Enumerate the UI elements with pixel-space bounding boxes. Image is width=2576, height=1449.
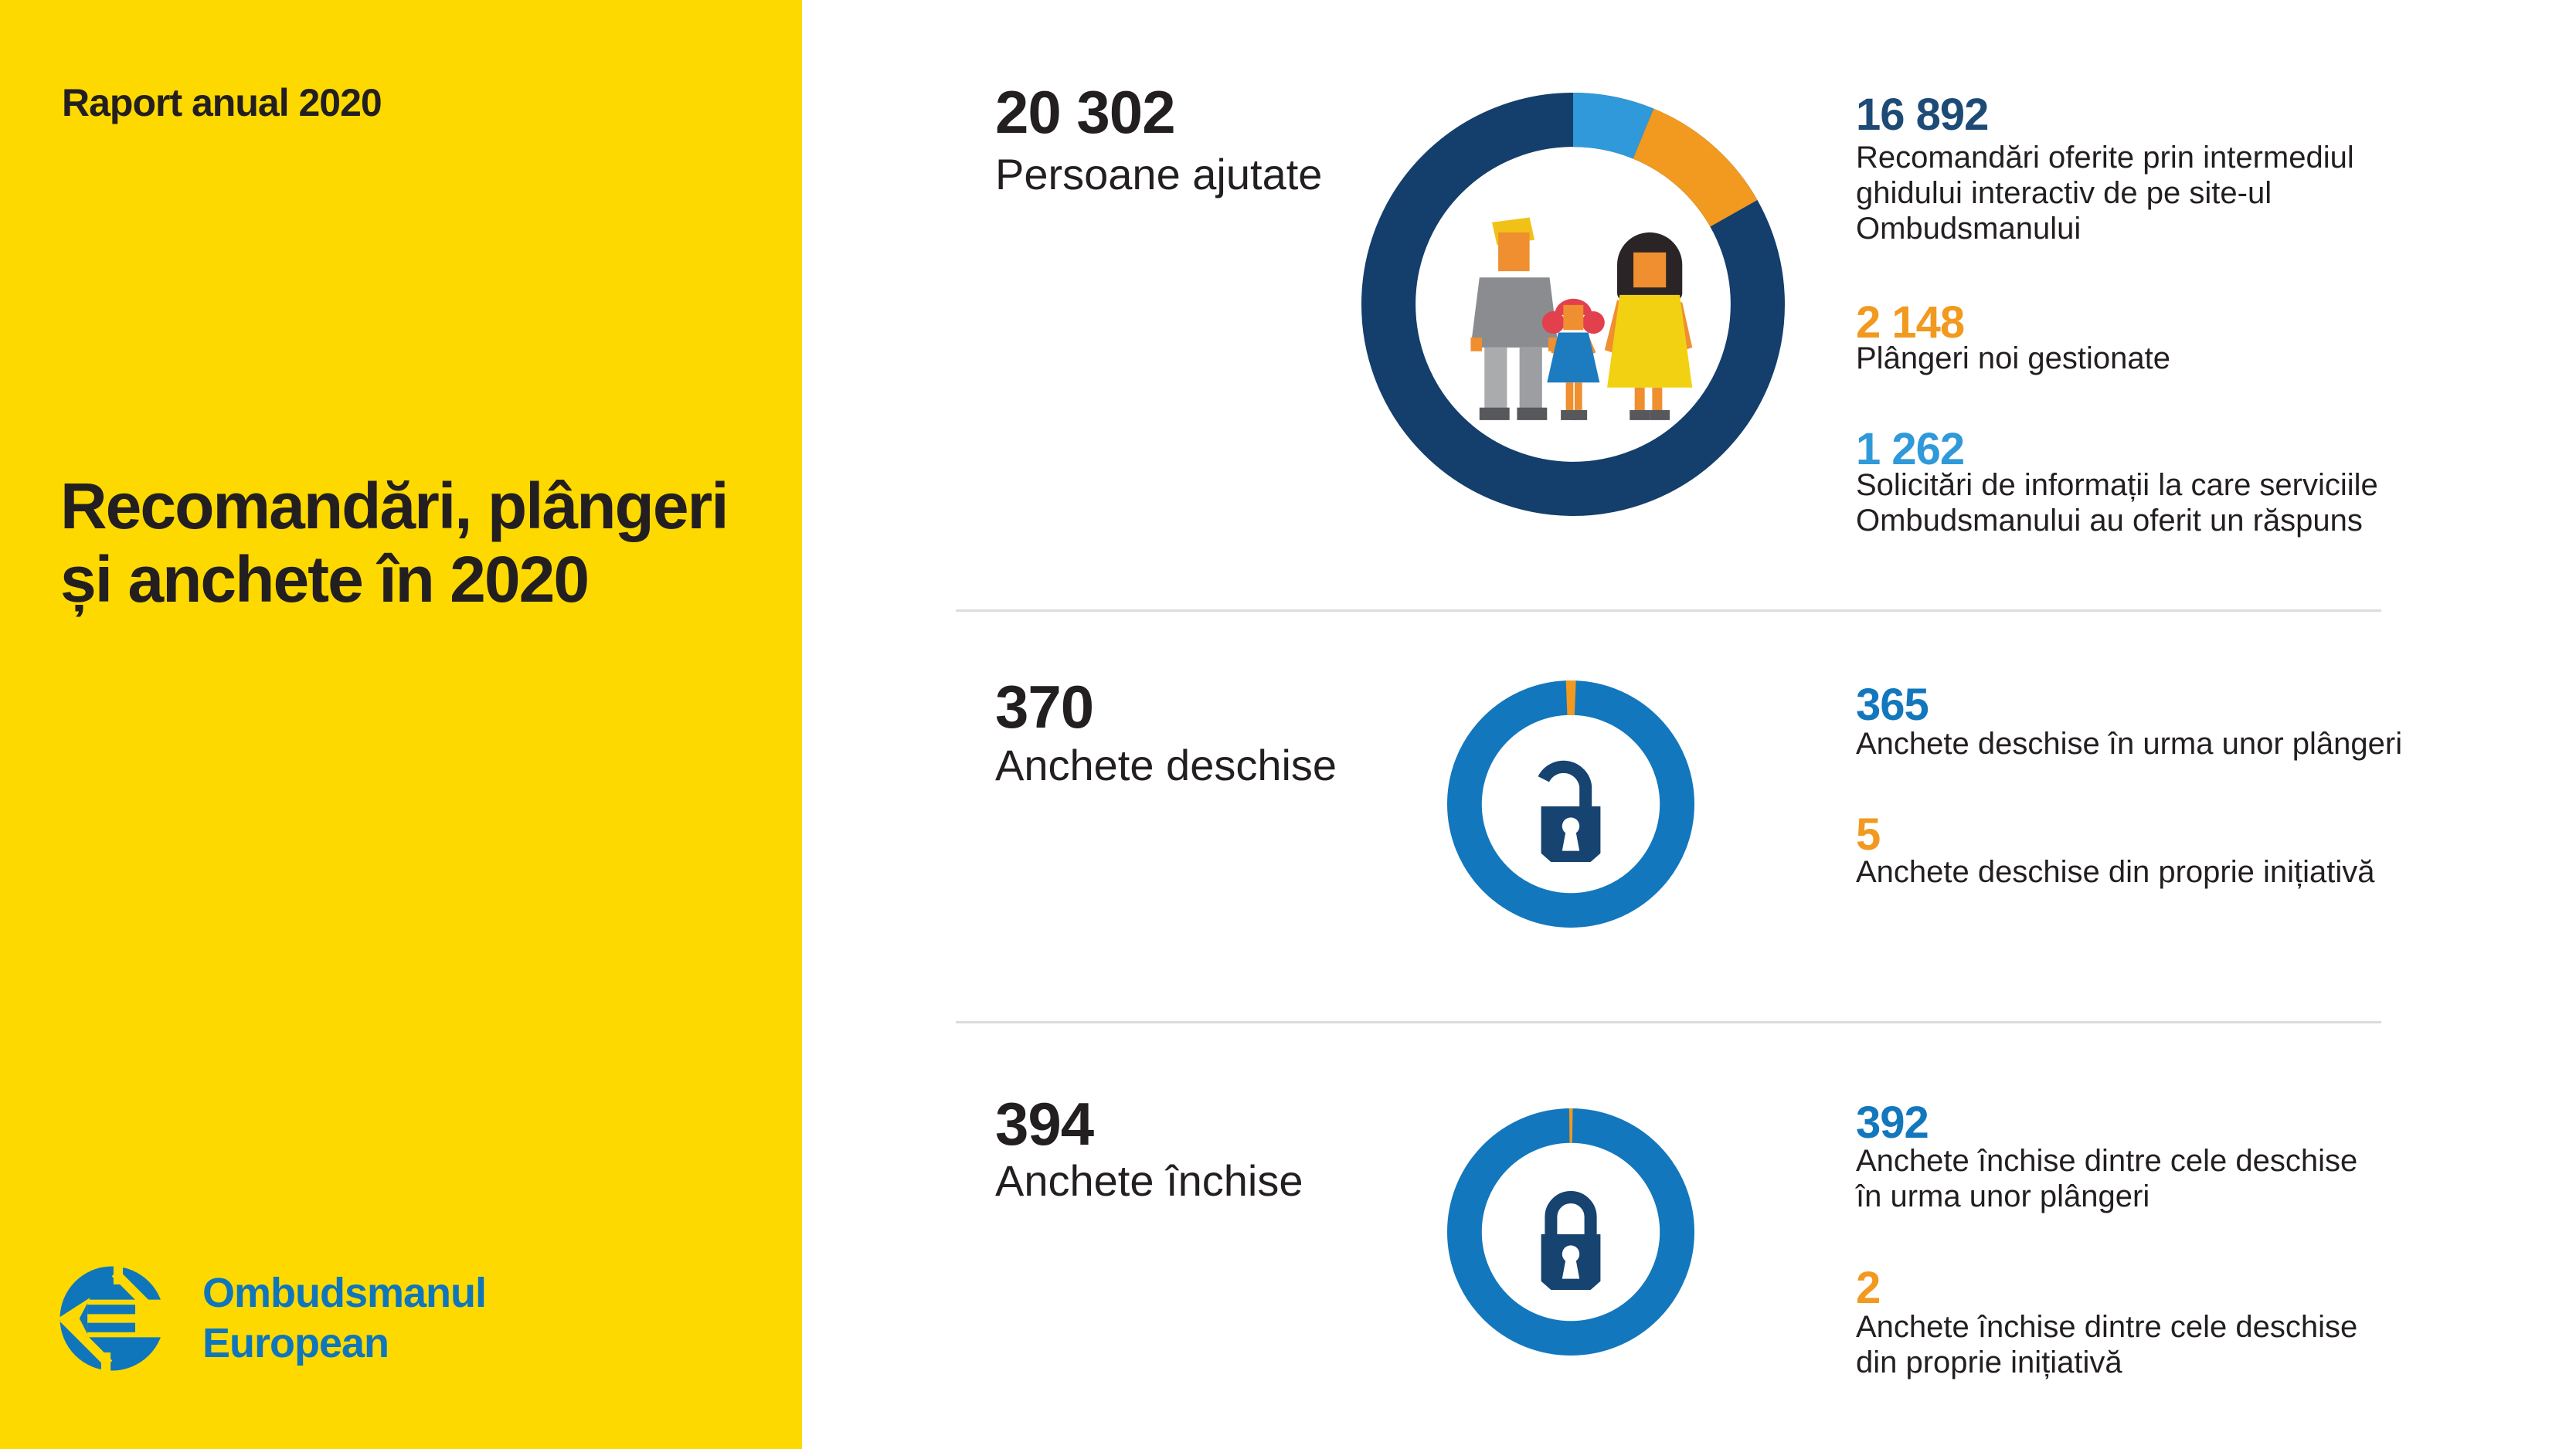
stat-solicitari-number: 1 262 <box>1856 424 1965 474</box>
section-anchete-inchise-number: 394 <box>995 1090 1094 1158</box>
section-anchete-deschise-number: 370 <box>995 673 1094 741</box>
open-inquiries-ring-chart <box>1447 680 1694 928</box>
stat-recomandari-description: Recomandări oferite prin intermediul ghi… <box>1856 141 2354 246</box>
family-icon <box>1470 217 1692 420</box>
stat-deschise-plangeri-description: Anchete deschise în urma unor plângeri <box>1856 727 2403 761</box>
closed-padlock-icon <box>1541 1191 1601 1291</box>
stat-plangeri-noi-number: 2 148 <box>1856 297 1965 348</box>
brand: Ombudsmanul European <box>54 1261 487 1376</box>
section-divider-2 <box>956 1021 2381 1023</box>
stat-deschise-plangeri-number: 365 <box>1856 680 1929 730</box>
stat-solicitari-description: Solicitări de informații la care servici… <box>1856 468 2378 538</box>
stat-inchise-initiativa-number: 2 <box>1856 1263 1881 1313</box>
stat-inchise-plangeri-number: 392 <box>1856 1098 1929 1148</box>
donut-ring <box>1447 1108 1694 1356</box>
stat-inchise-plangeri-description: Anchete închise dintre cele deschise în … <box>1856 1144 2358 1213</box>
section-divider-1 <box>956 609 2381 612</box>
helped-people-donut-chart <box>1361 93 1785 516</box>
stat-plangeri-noi-description: Plângeri noi gestionate <box>1856 341 2170 375</box>
stat-deschise-initiativa-number: 5 <box>1856 809 1881 860</box>
section-persoane-ajutate-number: 20 302 <box>995 78 1176 146</box>
sidebar: Raport anual 2020 Recomandări, plângeri … <box>0 0 802 1449</box>
stat-inchise-initiativa-description: Anchete închise dintre cele deschise din… <box>1856 1310 2358 1379</box>
stat-deschise-initiativa-description: Anchete deschise din proprie inițiativă <box>1856 855 2375 889</box>
donut-ring <box>1447 680 1694 928</box>
donut-ring <box>1361 93 1785 516</box>
section-persoane-ajutate-label: Persoane ajutate <box>995 150 1323 199</box>
open-padlock-icon <box>1538 761 1601 863</box>
section-anchete-inchise-label: Anchete închise <box>995 1156 1303 1205</box>
european-ombudsman-logo-icon <box>57 1261 169 1376</box>
page-title: Recomandări, plângeri și anchete în 2020 <box>60 470 729 616</box>
section-anchete-deschise-label: Anchete deschise <box>995 741 1337 789</box>
stat-recomandari-number: 16 892 <box>1856 90 1989 140</box>
closed-inquiries-ring-chart <box>1447 1108 1694 1356</box>
brand-wordmark: Ombudsmanul European <box>202 1270 487 1366</box>
report-label: Raport anual 2020 <box>62 81 382 124</box>
